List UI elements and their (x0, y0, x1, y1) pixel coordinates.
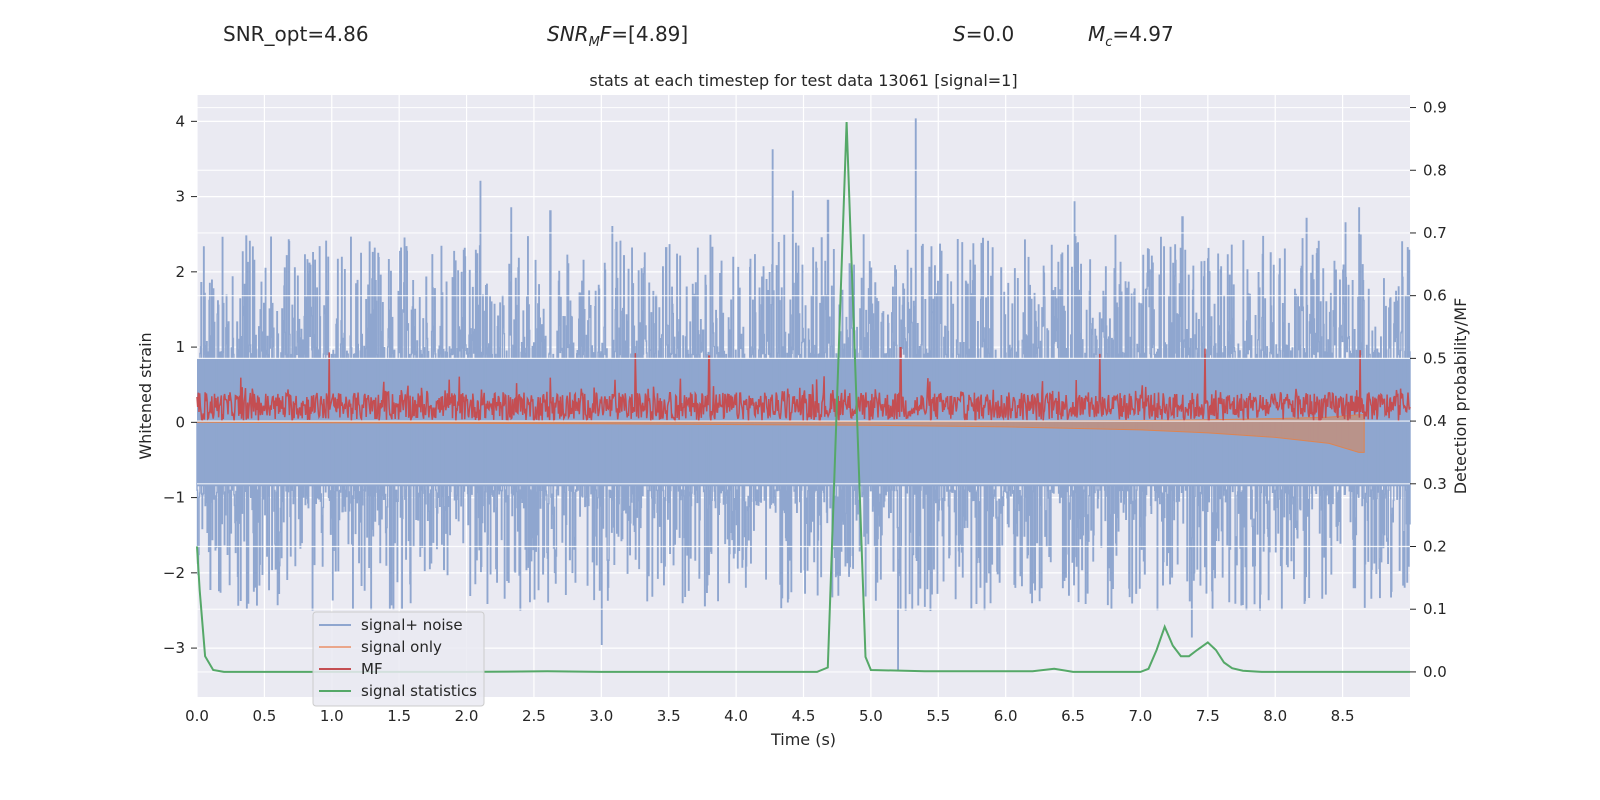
legend-label: MF (361, 660, 383, 678)
x-tick-label: 5.5 (926, 707, 950, 725)
right-axis-grid (197, 106, 1410, 673)
y-right-tick-label: 0.3 (1423, 475, 1447, 493)
snr-mf-label: SNRMF=[4.89] (547, 22, 688, 50)
legend-label: signal+ noise (361, 616, 463, 634)
legend-label: signal statistics (361, 682, 477, 700)
x-tick-label: 6.5 (1061, 707, 1085, 725)
x-tick-label: 3.0 (589, 707, 613, 725)
y-tick-label: −1 (163, 489, 185, 507)
mc-symbol: M (1088, 22, 1106, 46)
y-right-tick-label: 0.1 (1423, 600, 1447, 618)
x-tick-label: 3.5 (657, 707, 681, 725)
y-right-tick-label: 0.9 (1423, 99, 1447, 117)
s-label: S=0.0 (953, 22, 1014, 46)
y-tick-label: 1 (175, 338, 185, 356)
x-tick-label: 8.5 (1331, 707, 1355, 725)
chart-title: stats at each timestep for test data 130… (589, 71, 1017, 90)
y-right-tick-label: 0.4 (1423, 412, 1447, 430)
x-tick-label: 1.0 (320, 707, 344, 725)
mf-series (196, 347, 1411, 423)
s-symbol: S (953, 22, 966, 46)
y-tick-label: 3 (175, 188, 185, 206)
y-tick-label: −3 (163, 639, 185, 657)
y-right-tick-label: 0.7 (1423, 224, 1447, 242)
x-tick-label: 0.0 (185, 707, 209, 725)
x-tick-label: 0.5 (252, 707, 276, 725)
y-right-tick-label: 0.8 (1423, 161, 1447, 179)
noise-trace (196, 118, 1411, 672)
mf-trace (196, 347, 1411, 423)
legend: signal+ noise signal only MF signal statist… (312, 611, 485, 707)
x-tick-label: 1.5 (387, 707, 411, 725)
x-tick-label: 7.0 (1129, 707, 1153, 725)
x-tick-label: 6.0 (994, 707, 1018, 725)
y-tick-label: 0 (175, 413, 185, 431)
y-axis-label: Whitened strain (136, 332, 155, 459)
legend-box (312, 611, 485, 707)
x-tick-label: 4.5 (792, 707, 816, 725)
snr-mf-symbol-2: F (599, 22, 612, 46)
snr-mf-value: =[4.89] (611, 22, 689, 46)
y-tick-label: 2 (175, 263, 185, 281)
snr-mf-subscript: M (588, 35, 600, 50)
x-tick-label: 7.5 (1196, 707, 1220, 725)
y-tick-label: −2 (163, 564, 185, 582)
y-right-tick-label: 0.5 (1423, 349, 1447, 367)
legend-label: signal only (361, 638, 442, 656)
x-tick-label: 2.0 (455, 707, 479, 725)
x-tick-label: 8.0 (1263, 707, 1287, 725)
s-value: =0.0 (965, 22, 1015, 46)
y-right-tick-label: 0.0 (1423, 663, 1447, 681)
x-tick-label: 4.0 (724, 707, 748, 725)
mc-subscript: c (1105, 35, 1113, 50)
snr-mf-symbol: SNR (547, 22, 589, 46)
x-tick-label: 5.0 (859, 707, 883, 725)
y-tick-label: 4 (175, 112, 185, 130)
snr-opt-text: SNR_opt=4.86 (223, 22, 369, 46)
x-axis-label: Time (s) (770, 730, 836, 749)
snr-opt-label: SNR_opt=4.86 (223, 22, 369, 46)
mc-label: Mc=4.97 (1088, 22, 1174, 50)
y-right-tick-label: 0.6 (1423, 287, 1447, 305)
y-axis-right-label: Detection probability/MF (1451, 298, 1470, 495)
axes: 0.0 0.5 1.0 1.5 2.0 2.5 3.0 3.5 4.0 4.5 5.0 5.5 6.0 6… (163, 99, 1447, 725)
y-right-tick-label: 0.2 (1423, 538, 1447, 556)
mc-value: =4.97 (1112, 22, 1174, 46)
x-tick-label: 2.5 (522, 707, 546, 725)
